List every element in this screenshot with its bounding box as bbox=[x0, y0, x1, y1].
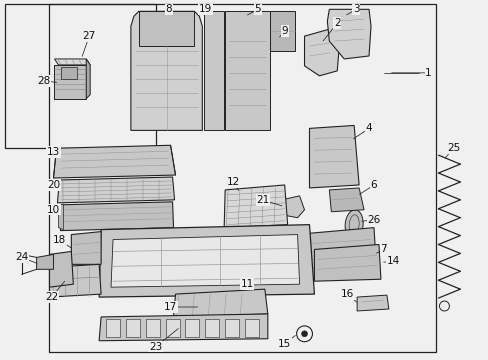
Polygon shape bbox=[173, 289, 267, 317]
Bar bbox=[48, 4, 435, 352]
Text: 9: 9 bbox=[281, 26, 287, 36]
Polygon shape bbox=[59, 204, 63, 230]
Bar bbox=[205, 319, 219, 337]
Polygon shape bbox=[99, 225, 314, 297]
Polygon shape bbox=[309, 125, 358, 188]
Text: 8: 8 bbox=[165, 4, 172, 14]
Polygon shape bbox=[49, 251, 73, 287]
Polygon shape bbox=[314, 244, 380, 281]
Bar bbox=[145, 319, 160, 337]
Text: 25: 25 bbox=[446, 143, 459, 153]
Text: 14: 14 bbox=[386, 256, 400, 266]
Bar bbox=[106, 319, 120, 337]
Text: 12: 12 bbox=[226, 177, 239, 187]
Bar bbox=[244, 319, 258, 337]
Polygon shape bbox=[139, 11, 194, 46]
Text: 22: 22 bbox=[45, 292, 58, 302]
Ellipse shape bbox=[345, 210, 363, 239]
Circle shape bbox=[142, 251, 149, 258]
Polygon shape bbox=[54, 65, 86, 99]
Circle shape bbox=[270, 247, 278, 255]
Text: 18: 18 bbox=[53, 234, 66, 244]
Bar bbox=[61, 67, 77, 79]
Polygon shape bbox=[326, 9, 370, 59]
Text: 26: 26 bbox=[366, 215, 380, 225]
Circle shape bbox=[211, 88, 217, 94]
Text: 27: 27 bbox=[82, 31, 96, 41]
Text: 21: 21 bbox=[256, 195, 269, 205]
Polygon shape bbox=[304, 29, 339, 76]
Polygon shape bbox=[54, 59, 90, 65]
Text: 5: 5 bbox=[254, 4, 261, 14]
Polygon shape bbox=[37, 255, 53, 269]
Text: 16: 16 bbox=[340, 289, 353, 299]
Text: 15: 15 bbox=[278, 339, 291, 349]
Text: 28: 28 bbox=[37, 76, 50, 86]
Polygon shape bbox=[53, 145, 175, 178]
Polygon shape bbox=[99, 314, 267, 341]
Polygon shape bbox=[294, 228, 376, 281]
Polygon shape bbox=[86, 59, 90, 99]
Text: 7: 7 bbox=[380, 244, 386, 255]
Text: 6: 6 bbox=[370, 180, 377, 190]
Text: 19: 19 bbox=[198, 4, 211, 14]
Circle shape bbox=[122, 251, 130, 258]
Polygon shape bbox=[224, 11, 269, 130]
Polygon shape bbox=[111, 235, 299, 287]
Polygon shape bbox=[57, 177, 174, 203]
Text: 20: 20 bbox=[47, 180, 60, 190]
Text: 24: 24 bbox=[15, 252, 28, 262]
Polygon shape bbox=[131, 11, 202, 130]
Bar bbox=[185, 319, 199, 337]
Bar bbox=[126, 319, 140, 337]
Bar bbox=[224, 319, 239, 337]
Text: 1: 1 bbox=[425, 68, 431, 78]
Circle shape bbox=[348, 252, 368, 272]
Polygon shape bbox=[281, 196, 304, 218]
Text: 2: 2 bbox=[333, 18, 340, 28]
Text: 13: 13 bbox=[47, 147, 60, 157]
Text: 11: 11 bbox=[240, 279, 253, 289]
Text: 10: 10 bbox=[47, 205, 60, 215]
Text: 23: 23 bbox=[149, 342, 162, 352]
Circle shape bbox=[211, 108, 217, 113]
Circle shape bbox=[211, 68, 217, 74]
Polygon shape bbox=[204, 11, 224, 130]
Polygon shape bbox=[356, 295, 388, 311]
Polygon shape bbox=[71, 231, 101, 264]
Text: 3: 3 bbox=[352, 4, 359, 14]
Polygon shape bbox=[49, 264, 101, 297]
Polygon shape bbox=[328, 188, 364, 212]
Circle shape bbox=[301, 331, 307, 337]
Circle shape bbox=[290, 247, 298, 255]
Text: 17: 17 bbox=[163, 302, 177, 312]
Bar bbox=[165, 319, 179, 337]
Text: 4: 4 bbox=[365, 123, 371, 134]
Circle shape bbox=[211, 48, 217, 54]
Polygon shape bbox=[61, 202, 173, 231]
Polygon shape bbox=[224, 185, 287, 228]
Bar bbox=[5, 4, 155, 148]
Polygon shape bbox=[269, 11, 294, 51]
